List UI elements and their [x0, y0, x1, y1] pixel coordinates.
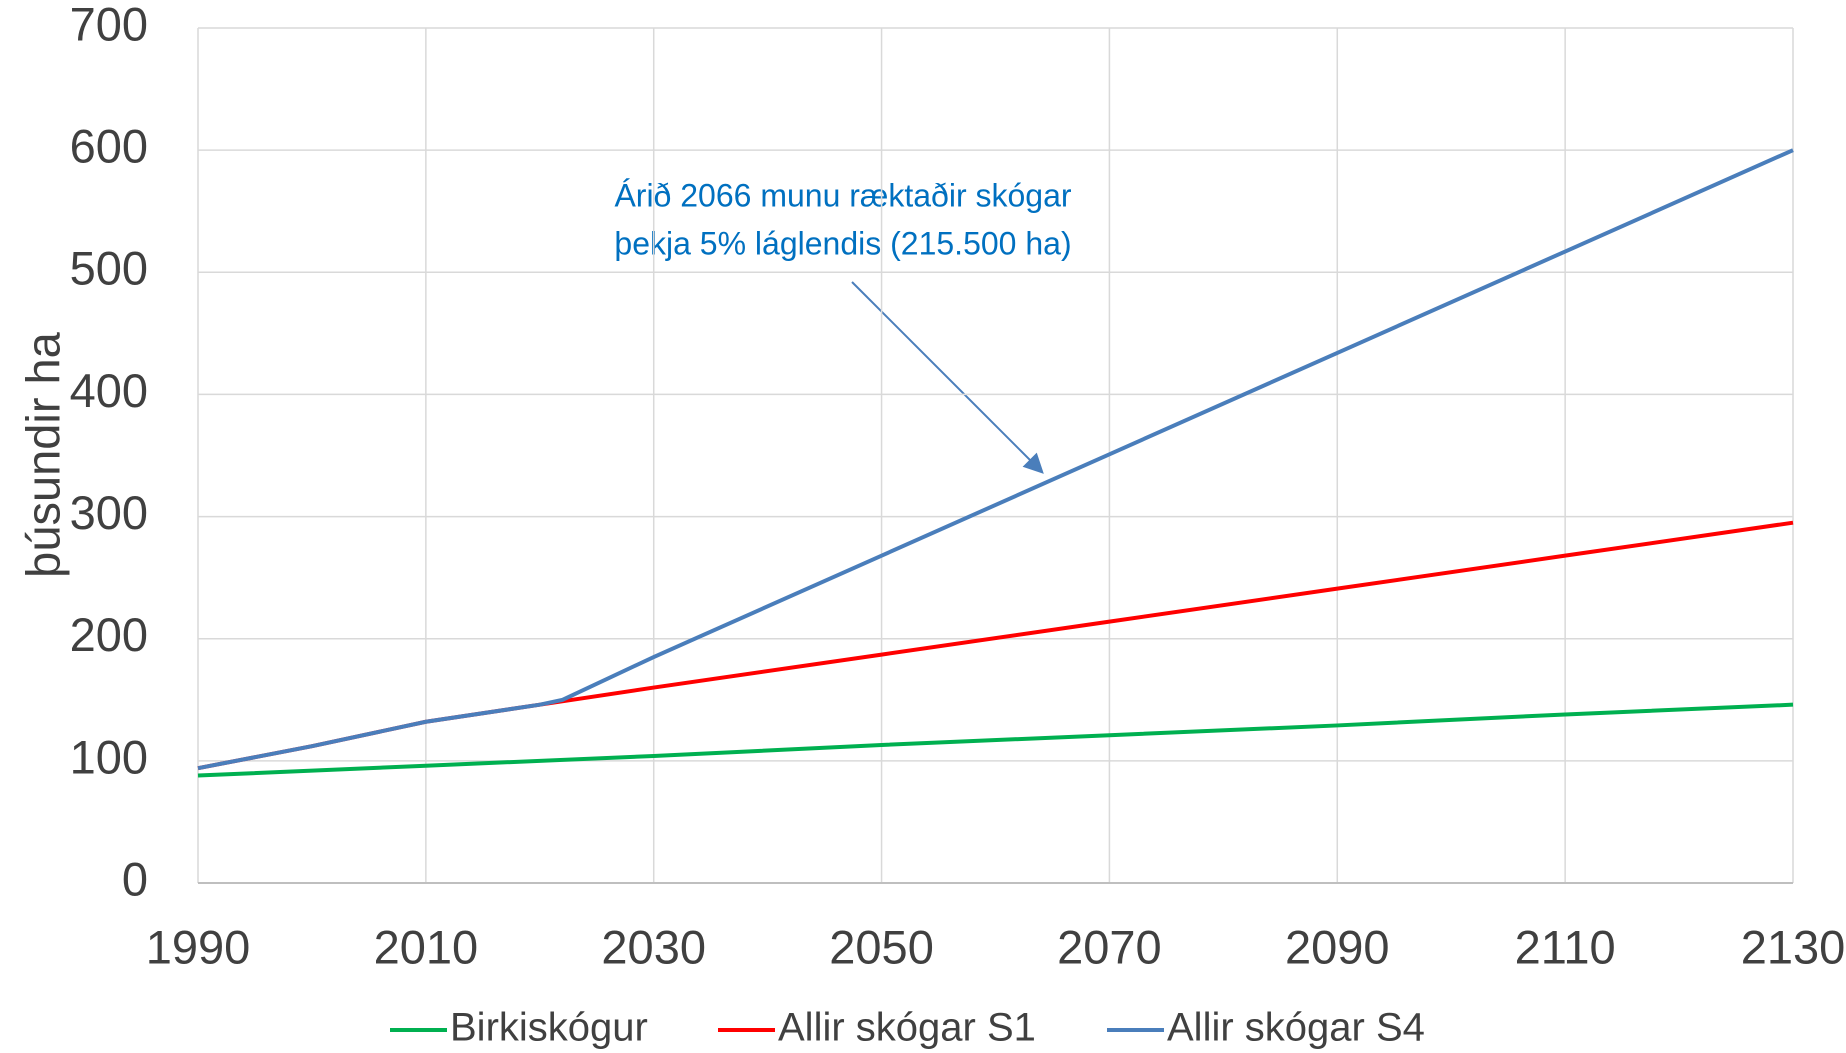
annotation: þekja 5% láglendis (215.500 ha)	[614, 225, 1071, 261]
annotation: Árið 2066 munu ræktaðir skógar	[614, 177, 1071, 213]
legend-label: Allir skógar S1	[778, 1006, 1036, 1050]
y-tick-label: 600	[70, 120, 148, 173]
x-tick-label: 2030	[601, 920, 706, 973]
y-tick-label: 300	[70, 486, 148, 539]
x-tick-label: 2130	[1741, 920, 1846, 973]
x-tick-label: 2010	[374, 920, 479, 973]
y-tick-label: 700	[70, 0, 148, 50]
x-tick-label: 2110	[1515, 920, 1616, 973]
y-axis-label: þúsundir ha	[16, 331, 69, 577]
y-tick-label: 400	[70, 364, 148, 417]
legend-label: Birkiskógur	[450, 1006, 648, 1050]
legend-label: Allir skógar S4	[1167, 1006, 1425, 1050]
y-tick-label: 200	[70, 608, 148, 661]
x-tick-label: 2050	[829, 920, 934, 973]
x-tick-label: 1990	[146, 920, 251, 973]
x-tick-label: 2090	[1285, 920, 1390, 973]
annotation-arrow	[851, 281, 1044, 474]
series-line	[197, 148, 1794, 771]
y-tick-label: 100	[70, 730, 148, 783]
series-line	[197, 520, 1794, 771]
y-tick-label: 0	[122, 852, 148, 905]
y-tick-label: 500	[70, 242, 148, 295]
x-tick-label: 2070	[1057, 920, 1162, 973]
series-line	[197, 702, 1794, 778]
